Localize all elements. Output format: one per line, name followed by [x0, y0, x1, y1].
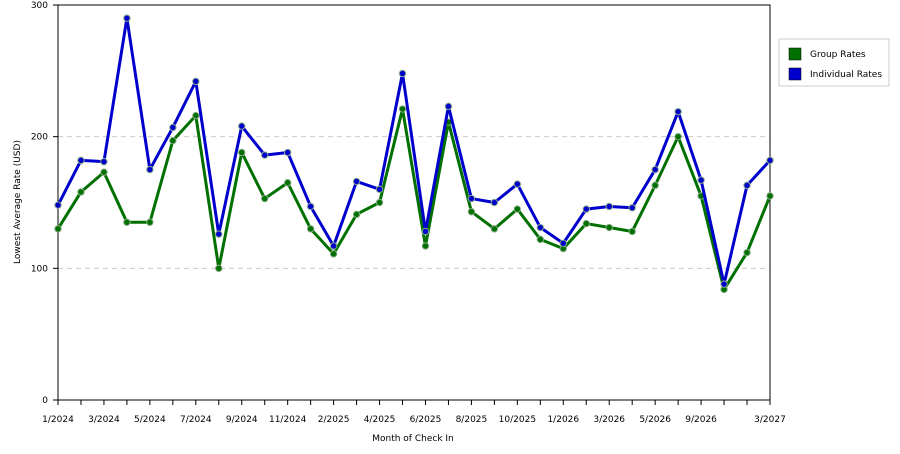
x-tick-label: 7/2024 — [180, 415, 212, 425]
x-axis-label: Month of Check In — [372, 434, 454, 444]
data-point — [582, 219, 590, 228]
data-point — [352, 177, 361, 186]
x-tick-label: 3/2024 — [88, 415, 120, 425]
data-point — [100, 168, 108, 176]
series-line — [56, 107, 772, 291]
y-axis-label: Lowest Average Rate (USD) — [13, 140, 23, 264]
x-tick-label: 5/2024 — [134, 415, 166, 425]
data-point — [54, 225, 62, 233]
x-tick-label: 10/2025 — [499, 415, 536, 425]
data-point — [329, 250, 338, 258]
data-point — [697, 176, 705, 184]
data-point — [490, 225, 499, 233]
data-point — [398, 69, 407, 78]
data-point — [582, 205, 590, 213]
data-point — [720, 280, 728, 288]
data-point — [513, 180, 522, 188]
x-tick-label: 9/2026 — [685, 415, 717, 425]
data-point — [536, 235, 545, 244]
series-line — [56, 16, 772, 286]
data-point — [628, 227, 636, 236]
data-point — [421, 242, 430, 250]
y-tick-label: 0 — [42, 396, 48, 406]
legend-swatch — [788, 47, 802, 61]
x-tick-label: 9/2024 — [226, 415, 258, 425]
x-tick-label: 5/2026 — [639, 415, 671, 425]
data-point — [169, 123, 177, 132]
x-tick-label: 6/2025 — [410, 415, 442, 425]
data-point — [513, 205, 522, 213]
data-point — [306, 202, 315, 211]
legend-label: Group Rates — [810, 50, 866, 60]
data-point — [192, 111, 200, 120]
data-point — [628, 204, 636, 212]
data-point — [467, 208, 476, 216]
x-tick-label: 11/2024 — [269, 415, 307, 425]
data-point — [123, 218, 131, 226]
data-point — [536, 223, 545, 232]
data-point — [674, 107, 682, 116]
data-point — [192, 77, 200, 86]
data-point — [375, 185, 384, 194]
data-point — [467, 194, 476, 203]
x-tick-label: 4/2025 — [364, 415, 396, 425]
data-point — [146, 218, 154, 226]
y-tick-label: 200 — [31, 133, 48, 143]
data-point — [123, 14, 131, 22]
data-point — [54, 201, 62, 209]
data-point — [261, 194, 269, 203]
legend-swatch — [788, 67, 802, 81]
x-tick-label: 1/2024 — [42, 415, 74, 425]
data-point — [766, 192, 774, 200]
data-point — [605, 223, 613, 232]
data-point — [444, 102, 453, 111]
data-point — [100, 157, 108, 166]
plot-frame — [57, 4, 771, 401]
data-point — [766, 156, 774, 165]
data-point — [146, 165, 154, 174]
data-point — [283, 179, 292, 187]
data-point — [215, 264, 223, 273]
data-point — [743, 248, 751, 257]
data-point — [559, 239, 567, 248]
data-point — [375, 198, 384, 207]
data-point — [215, 230, 223, 238]
data-point — [352, 210, 361, 219]
y-tick-label: 100 — [31, 264, 48, 274]
data-point — [743, 181, 751, 190]
legend-label: Individual Rates — [810, 70, 882, 80]
data-point — [651, 181, 659, 190]
data-point — [306, 225, 315, 233]
data-point — [674, 132, 682, 141]
data-point — [77, 156, 85, 165]
data-point — [77, 188, 85, 196]
data-point — [238, 122, 246, 130]
x-tick-label: 1/2026 — [547, 415, 579, 425]
data-point — [169, 136, 177, 145]
data-point — [490, 198, 499, 207]
data-point — [651, 165, 659, 174]
y-tick-label: 300 — [31, 1, 48, 11]
data-point — [398, 105, 407, 113]
data-point — [283, 148, 292, 157]
data-point — [261, 151, 269, 159]
x-tick-label: 2/2025 — [318, 415, 350, 425]
data-point — [329, 242, 338, 250]
x-tick-label: 8/2025 — [456, 415, 488, 425]
x-tick-label: 3/2026 — [593, 415, 625, 425]
data-point — [238, 148, 246, 157]
data-point — [605, 202, 613, 211]
data-point — [421, 227, 430, 236]
x-tick-label: 3/2027 — [754, 415, 786, 425]
